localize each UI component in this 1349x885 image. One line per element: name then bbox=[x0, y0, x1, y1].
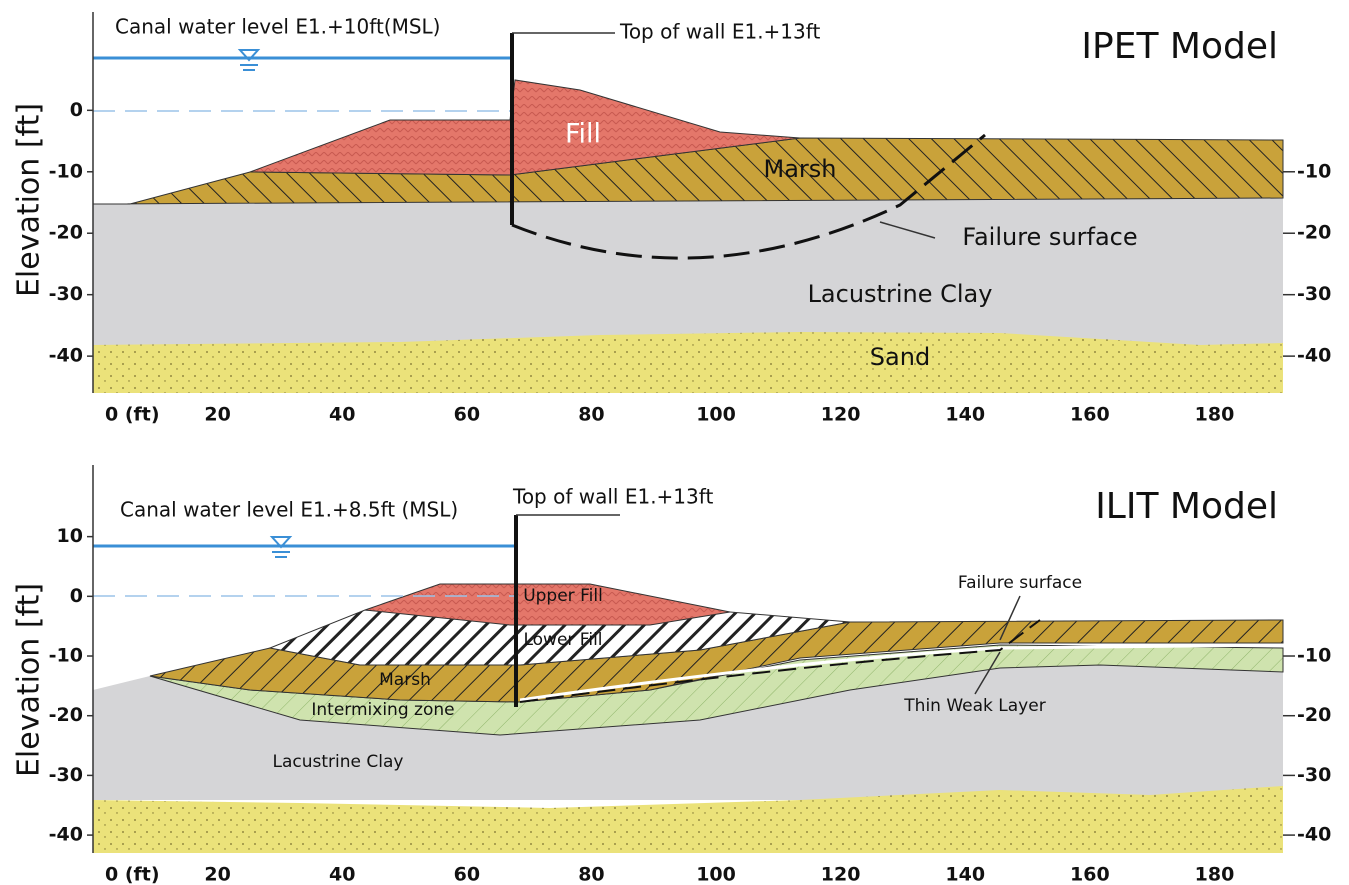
x-tick-label: 180 bbox=[1195, 864, 1235, 885]
y-tick-label: -40 bbox=[49, 345, 83, 367]
y-axis-label: Elevation [ft] bbox=[12, 103, 47, 297]
page: Canal water level E1.+10ft(MSL) Top of w… bbox=[0, 0, 1349, 885]
layer-label: Intermixing zone bbox=[311, 700, 454, 720]
layer-label: Upper Fill bbox=[523, 586, 603, 606]
y-tick-label: 0 bbox=[70, 585, 83, 607]
clay-layer bbox=[93, 198, 1283, 345]
x-tick-label: 40 bbox=[329, 864, 355, 885]
y-axis-label: Elevation [ft] bbox=[12, 583, 47, 777]
wall-label: Top of wall E1.+13ft bbox=[512, 485, 713, 509]
x-tick-label: 20 bbox=[204, 404, 230, 426]
x-tick-label: 0 (ft) bbox=[105, 404, 160, 426]
y-tick-label: -20 bbox=[49, 704, 83, 726]
y2-tick-label: -30 bbox=[1297, 764, 1331, 786]
y2-tick-label: -10 bbox=[1297, 645, 1331, 667]
panel-title: ILIT Model bbox=[1095, 486, 1278, 527]
x-tick-label: 40 bbox=[329, 404, 355, 426]
y2-tick-label: -30 bbox=[1297, 283, 1331, 305]
x-tick-label: 120 bbox=[821, 864, 861, 885]
y2-tick-label: -20 bbox=[1297, 704, 1331, 726]
x-tick-label: 140 bbox=[945, 404, 985, 426]
x-tick-label: 120 bbox=[821, 404, 861, 426]
y-tick-label: -20 bbox=[49, 222, 83, 244]
y-tick-label: -30 bbox=[49, 283, 83, 305]
figure: Canal water level E1.+10ft(MSL) Top of w… bbox=[0, 0, 1349, 885]
y2-tick-label: -10 bbox=[1297, 160, 1331, 182]
y-tick-label: -10 bbox=[49, 645, 83, 667]
water-symbol bbox=[240, 50, 258, 70]
panel-title: IPET Model bbox=[1081, 26, 1278, 67]
y-tick-label: 10 bbox=[57, 525, 83, 547]
y-tick-label: 0 bbox=[70, 99, 83, 121]
x-tick-label: 160 bbox=[1070, 404, 1110, 426]
y2-tick-label: -40 bbox=[1297, 345, 1331, 367]
x-tick-label: 100 bbox=[696, 864, 736, 885]
x-tick-label: 0 (ft) bbox=[105, 864, 160, 885]
x-tick-label: 160 bbox=[1070, 864, 1110, 885]
layer-label: Marsh bbox=[379, 670, 431, 690]
x-tick-label: 180 bbox=[1195, 404, 1235, 426]
x-tick-label: 60 bbox=[454, 864, 480, 885]
layer-label: Marsh bbox=[764, 155, 837, 183]
layer-label: Lacustrine Clay bbox=[273, 752, 404, 772]
layer-label: Failure surface bbox=[958, 573, 1082, 593]
y2-tick-label: -20 bbox=[1297, 222, 1331, 244]
ilit-panel: Canal water level E1.+8.5ft (MSL) Top of… bbox=[12, 465, 1332, 885]
layer-label: Sand bbox=[870, 343, 930, 371]
x-tick-label: 140 bbox=[945, 864, 985, 885]
x-tick-label: 100 bbox=[696, 404, 736, 426]
water-label: Canal water level E1.+8.5ft (MSL) bbox=[120, 498, 458, 522]
x-tick-label: 80 bbox=[578, 404, 604, 426]
y-tick-label: -30 bbox=[49, 764, 83, 786]
layer-label: Thin Weak Layer bbox=[903, 696, 1045, 716]
wall-label: Top of wall E1.+13ft bbox=[619, 20, 820, 44]
y2-tick-label: -40 bbox=[1297, 824, 1331, 846]
x-tick-label: 20 bbox=[204, 864, 230, 885]
x-tick-label: 80 bbox=[578, 864, 604, 885]
y-tick-label: -40 bbox=[49, 824, 83, 846]
layer-label: Fill bbox=[565, 119, 601, 150]
water-label: Canal water level E1.+10ft(MSL) bbox=[115, 15, 440, 39]
y-tick-label: -10 bbox=[49, 160, 83, 182]
x-tick-label: 60 bbox=[454, 404, 480, 426]
ipet-panel: Canal water level E1.+10ft(MSL) Top of w… bbox=[12, 12, 1332, 426]
layer-label: Lacustrine Clay bbox=[808, 280, 993, 308]
layer-label: Failure surface bbox=[962, 223, 1137, 251]
layer-label: Lower Fill bbox=[523, 630, 602, 650]
